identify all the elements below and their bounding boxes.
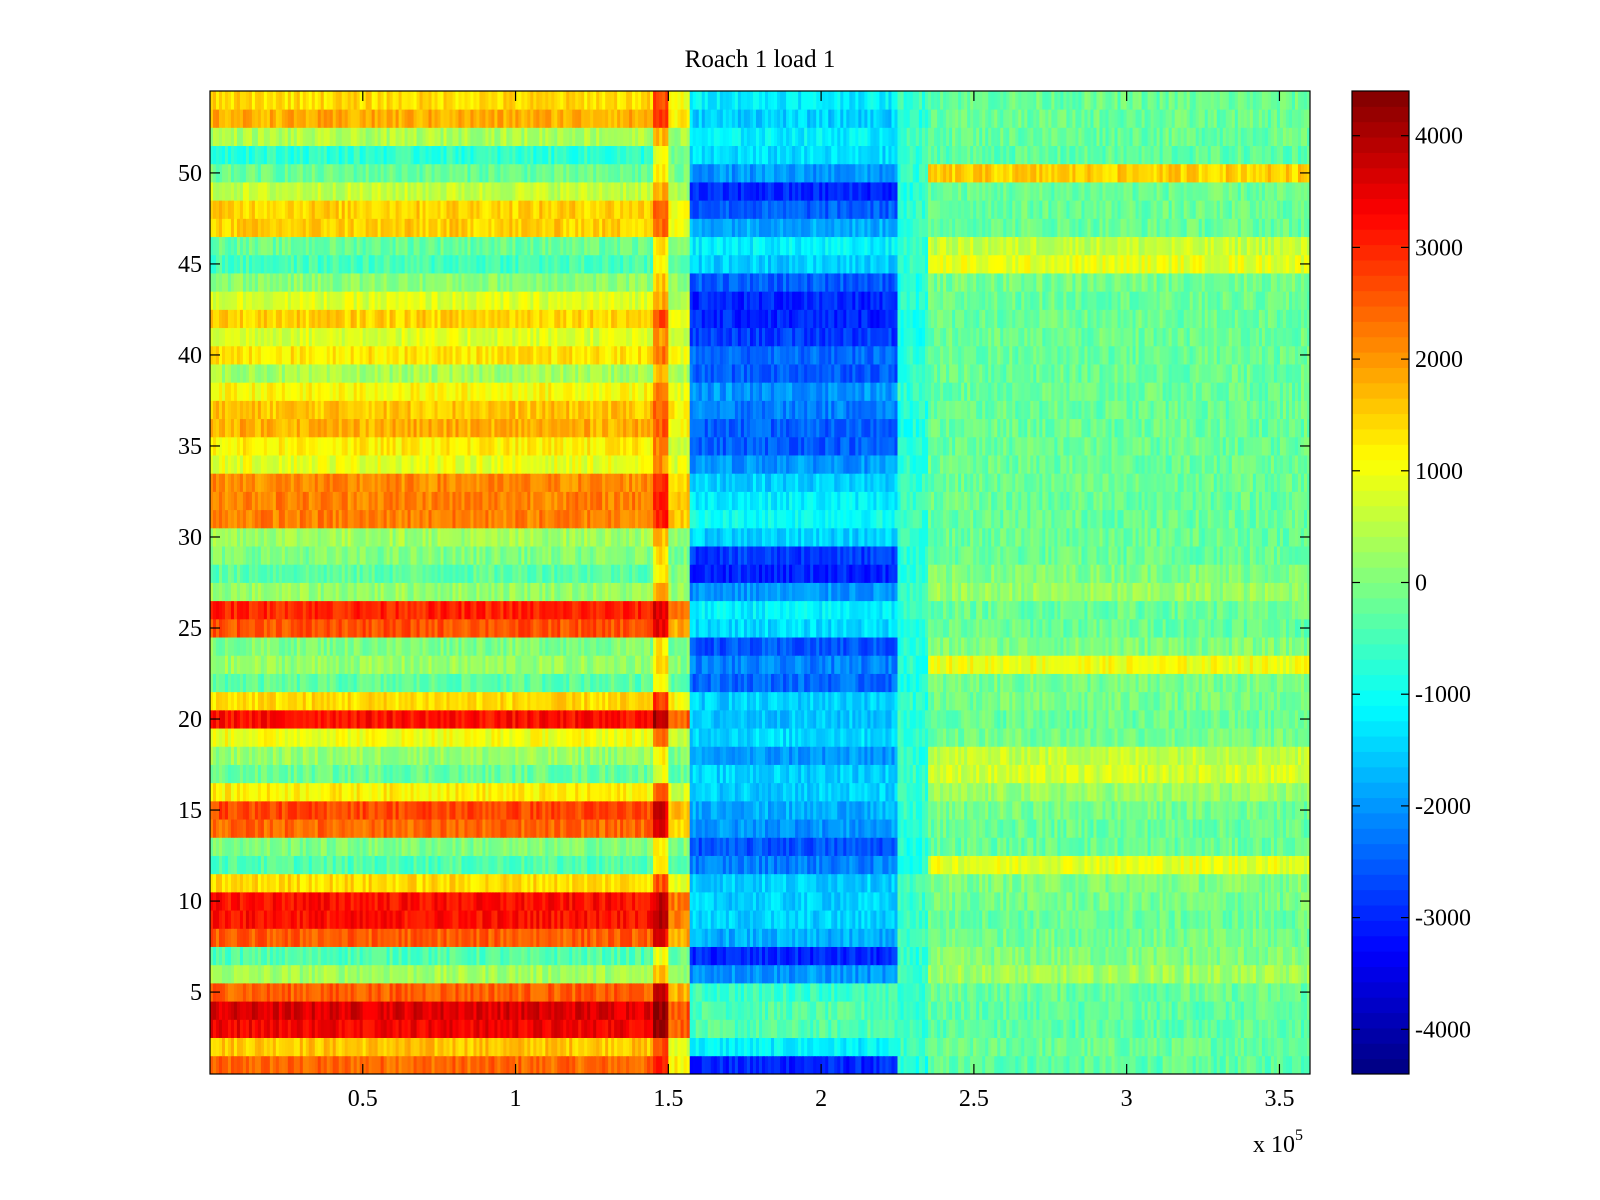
heatmap-cells	[210, 91, 1311, 1074]
chart-title: Roach 1 load 1	[685, 46, 836, 73]
